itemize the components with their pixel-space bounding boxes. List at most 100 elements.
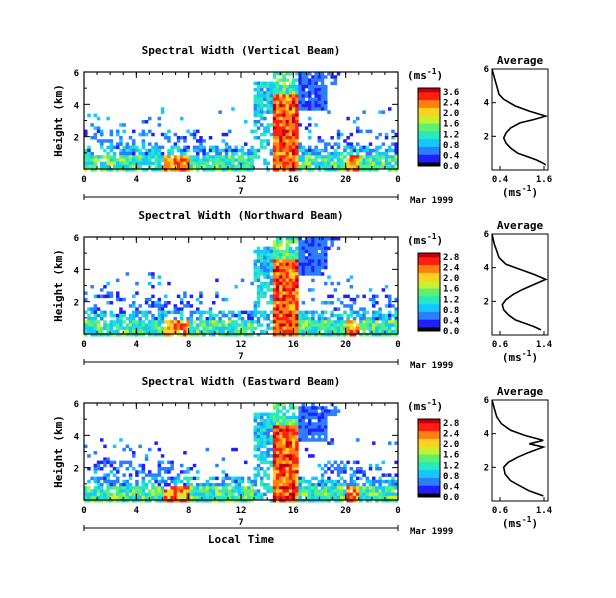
colorbar-band bbox=[418, 448, 440, 451]
colorbar-band bbox=[418, 156, 440, 159]
colorbar-band bbox=[418, 253, 440, 256]
average-frame bbox=[491, 233, 549, 336]
average-frame bbox=[491, 399, 549, 502]
colorbar-band bbox=[418, 152, 440, 155]
average-title: Average bbox=[497, 385, 544, 398]
colorbar-band bbox=[418, 144, 440, 147]
y-tick-label: 4 bbox=[74, 266, 80, 276]
y-tick-label: 6 bbox=[74, 234, 79, 244]
colorbar-band bbox=[418, 113, 440, 116]
colorbar-band bbox=[418, 280, 440, 283]
avg-y-tick-label: 2 bbox=[484, 132, 489, 142]
avg-y-tick-label: 2 bbox=[484, 463, 489, 473]
unit-sup: -1 bbox=[427, 232, 437, 241]
unit-base: (ms bbox=[407, 234, 427, 247]
x-tick-label: 8 bbox=[186, 340, 191, 350]
date-label: Mar 1999 bbox=[410, 196, 453, 206]
colorbar-band bbox=[418, 493, 440, 496]
colorbar-band bbox=[418, 301, 440, 305]
colorbar-band bbox=[418, 422, 440, 426]
colorbar-band bbox=[418, 454, 440, 457]
avg-x-tick-label: 1.4 bbox=[536, 506, 553, 516]
average-x-label: (ms-1) bbox=[502, 515, 538, 530]
avg-unit-base: (ms bbox=[502, 186, 522, 199]
x-tick-label: 8 bbox=[186, 506, 191, 516]
colorbar-band bbox=[418, 299, 440, 303]
colorbar-band bbox=[418, 305, 440, 308]
colorbar-band bbox=[418, 109, 440, 112]
colorbar-band bbox=[418, 99, 440, 103]
x-tick-label: 12 bbox=[236, 175, 247, 185]
colorbar-band bbox=[418, 276, 440, 279]
avg-y-tick-label: 4 bbox=[484, 99, 490, 109]
colorbar-unit: (ms-1) bbox=[407, 398, 443, 413]
colorbar-band bbox=[418, 463, 440, 467]
y-tick-label: 2 bbox=[74, 465, 79, 475]
colorbar-band bbox=[418, 309, 440, 312]
avg-y-tick-label: 6 bbox=[484, 396, 489, 406]
colorbar-tick-label: 0.0 bbox=[443, 327, 459, 337]
x-tick-label: 0 bbox=[81, 340, 86, 350]
colorbar-band bbox=[418, 325, 440, 328]
colorbar-tick-label: 0.4 bbox=[443, 151, 460, 161]
colorbar-tick-label: 2.4 bbox=[443, 430, 460, 440]
colorbar-band bbox=[418, 130, 440, 134]
colorbar-tick-label: 0.0 bbox=[443, 162, 459, 172]
colorbar-band bbox=[418, 272, 440, 275]
date-label: Mar 1999 bbox=[410, 361, 453, 371]
colorbar-band bbox=[418, 303, 440, 307]
unit-sup: -1 bbox=[427, 398, 437, 407]
colorbar-frame bbox=[417, 87, 441, 167]
heatmap-cells bbox=[84, 237, 398, 337]
avg-y-tick-label: 4 bbox=[484, 264, 490, 274]
avg-x-tick-label: 0.4 bbox=[492, 175, 509, 185]
avg-unit-close: ) bbox=[531, 517, 538, 530]
y-tick-label: 4 bbox=[74, 101, 80, 111]
colorbar-band bbox=[418, 154, 440, 157]
colorbar-band bbox=[418, 88, 440, 91]
colorbar-band bbox=[418, 485, 440, 488]
unit-base: (ms bbox=[407, 400, 427, 413]
average-x-label: (ms-1) bbox=[502, 184, 538, 199]
colorbar-band bbox=[418, 419, 440, 422]
colorbar-band bbox=[418, 270, 440, 273]
colorbar-tick-label: 3.6 bbox=[443, 88, 459, 98]
colorbar-band bbox=[418, 319, 440, 322]
average-frame bbox=[491, 68, 549, 171]
colorbar-band bbox=[418, 262, 440, 266]
colorbar-band bbox=[418, 158, 440, 161]
colorbar-tick-label: 1.6 bbox=[443, 451, 459, 461]
x-tick-label: 20 bbox=[340, 340, 351, 350]
avg-y-tick-label: 6 bbox=[484, 65, 489, 75]
colorbar-band bbox=[418, 458, 440, 461]
colorbar-band bbox=[418, 134, 440, 138]
colorbar-band bbox=[418, 286, 440, 289]
colorbar-band bbox=[418, 475, 440, 478]
colorbar-band bbox=[418, 274, 440, 277]
y-tick-label: 2 bbox=[74, 134, 79, 144]
colorbar-band bbox=[418, 495, 440, 498]
colorbar-band bbox=[418, 489, 440, 492]
colorbar-frame bbox=[417, 252, 441, 332]
colorbar-band bbox=[418, 323, 440, 326]
avg-y-tick-label: 6 bbox=[484, 230, 489, 240]
colorbar-band bbox=[418, 440, 440, 443]
avg-unit-close: ) bbox=[531, 186, 538, 199]
colorbar-band bbox=[418, 295, 440, 299]
day-label: 7 bbox=[238, 352, 243, 362]
heatmap-cells bbox=[84, 72, 398, 172]
colorbar-band bbox=[418, 164, 440, 167]
colorbar-band bbox=[418, 266, 440, 269]
x-tick-label: 0 bbox=[81, 175, 86, 185]
colorbar-band bbox=[418, 465, 440, 469]
colorbar-tick-label: 1.6 bbox=[443, 285, 459, 295]
x-tick-label: 4 bbox=[134, 340, 140, 350]
colorbar-band bbox=[418, 117, 440, 120]
colorbar-band bbox=[418, 315, 440, 318]
colorbar-tick-label: 2.0 bbox=[443, 274, 459, 284]
colorbar-band bbox=[418, 256, 440, 260]
colorbar-band bbox=[418, 125, 440, 128]
panel-title: Spectral Width (Northward Beam) bbox=[138, 209, 343, 222]
x-tick-label: 20 bbox=[340, 506, 351, 516]
colorbar-band bbox=[418, 138, 440, 142]
